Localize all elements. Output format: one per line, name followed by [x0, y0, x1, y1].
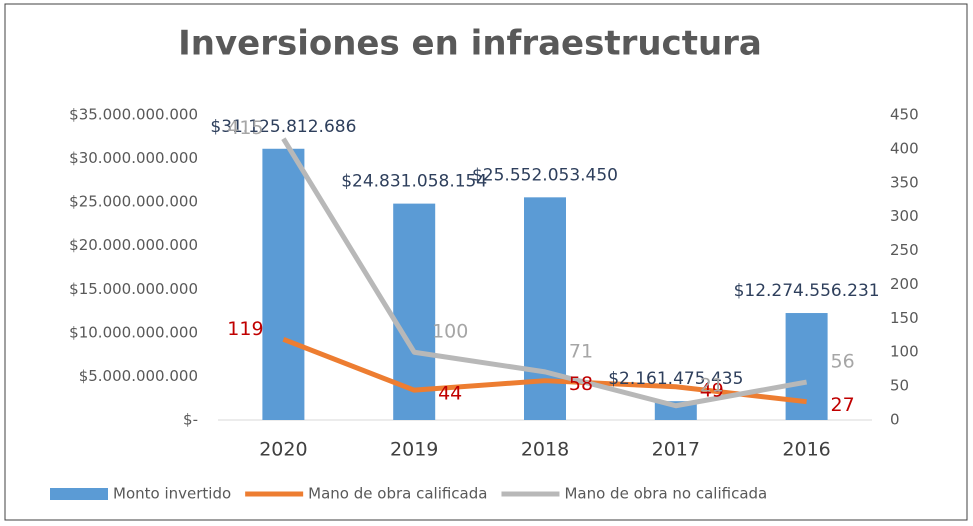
x-tick-label: 2017 [652, 439, 700, 461]
y2-tick-label: 100 [890, 343, 919, 361]
y-tick-label: $30.000.000.000 [69, 149, 198, 167]
legend-label: Mano de obra no calificada [564, 485, 767, 503]
y-tick-label: $15.000.000.000 [69, 280, 198, 298]
x-tick-label: 2019 [390, 439, 438, 461]
y-tick-label: $5.000.000.000 [79, 367, 198, 385]
x-tick-label: 2016 [782, 439, 830, 461]
y-tick-label: $20.000.000.000 [69, 236, 198, 254]
data-label: $2.161.475.435 [608, 369, 743, 389]
y-tick-label: $10.000.000.000 [69, 323, 198, 341]
data-label: $12.274.556.231 [734, 281, 880, 301]
legend-label: Mano de obra calificada [308, 485, 487, 503]
data-label: 415 [227, 117, 263, 139]
y2-tick-label: 400 [890, 139, 919, 157]
y-tick-label: $35.000.000.000 [69, 106, 198, 124]
y2-tick-label: 50 [890, 377, 909, 395]
data-label: 49 [700, 379, 724, 401]
bar [262, 148, 305, 420]
x-tick-label: 2020 [259, 439, 307, 461]
y-tick-label: $25.000.000.000 [69, 193, 198, 211]
chart-title: Inversiones en infraestructura [178, 24, 762, 64]
bar [785, 313, 828, 420]
data-label: 100 [432, 321, 468, 343]
y2-tick-label: 300 [890, 207, 919, 225]
data-label: $24.831.058.154 [341, 172, 487, 192]
data-label: 119 [227, 318, 263, 340]
y2-tick-label: 450 [890, 106, 919, 124]
line-series [281, 137, 808, 409]
data-label: 58 [569, 373, 593, 395]
legend-swatch [50, 488, 108, 500]
y2-tick-label: 350 [890, 173, 919, 191]
data-label: 71 [569, 340, 593, 362]
data-label: 44 [438, 383, 462, 405]
chart-frame [4, 3, 968, 521]
y2-tick-label: 150 [890, 309, 919, 327]
data-label: 21 [700, 374, 724, 396]
y2-tick-label: 0 [890, 411, 900, 429]
legend-label: Monto invertido [113, 485, 231, 503]
bar [524, 197, 566, 420]
data-label: $25.552.053.450 [472, 165, 618, 185]
data-label: 56 [831, 351, 855, 373]
line-series [282, 337, 807, 405]
data-label: 27 [831, 394, 855, 416]
y-tick-label: $- [183, 411, 198, 429]
y2-tick-label: 200 [890, 275, 919, 293]
y2-tick-label: 250 [890, 241, 919, 259]
data-label: $31.125.812.686 [210, 117, 356, 137]
x-tick-label: 2018 [521, 439, 569, 461]
